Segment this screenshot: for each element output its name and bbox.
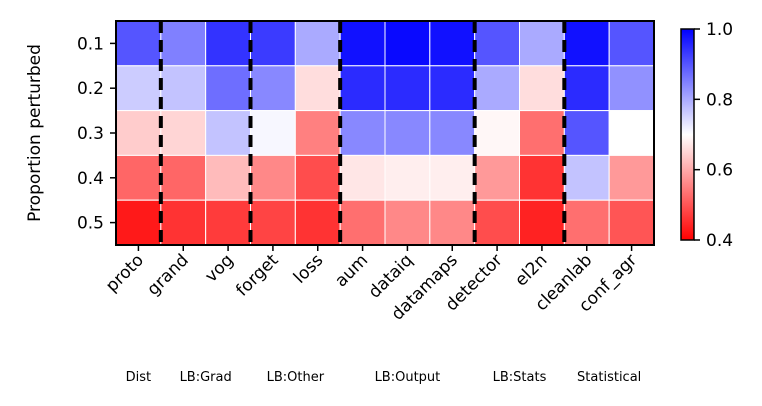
heatmap-cell	[384, 65, 431, 112]
heatmap-cell	[294, 110, 341, 156]
group-label: Dist	[126, 370, 152, 385]
group-label: Statistical	[577, 370, 641, 385]
heatmap-cell	[294, 154, 341, 201]
heatmap-cell	[250, 199, 296, 246]
heatmap-cell	[250, 20, 296, 67]
heatmap-cell	[115, 110, 162, 156]
x-tick-label: proto	[102, 250, 148, 296]
heatmap-cell	[250, 65, 296, 112]
heatmap-cell	[115, 20, 162, 67]
heatmap-cell	[384, 154, 431, 201]
heatmap-cell	[519, 65, 565, 112]
heatmap-cell	[429, 154, 476, 201]
heatmap-cell	[115, 65, 162, 112]
heatmap-cell	[115, 199, 162, 246]
y-tick-label: 0.2	[77, 79, 104, 99]
heatmap-cell	[160, 110, 207, 156]
heatmap-cell	[563, 110, 610, 156]
heatmap-cells	[115, 20, 655, 246]
heatmap-cell	[519, 199, 565, 246]
heatmap-cell	[563, 65, 610, 112]
group-labels: Dist LB:Grad LB:Other LB:Output LB:Stats Stat…	[126, 370, 642, 385]
heatmap-cell	[384, 20, 431, 67]
heatmap-cell	[160, 154, 207, 201]
heatmap-cell	[205, 65, 252, 112]
heatmap-cell	[608, 199, 655, 246]
heatmap-cell	[429, 199, 476, 246]
heatmap-cell	[519, 110, 565, 156]
group-label: LB:Other	[267, 370, 325, 385]
heatmap-cell	[608, 154, 655, 201]
x-tick-label: forget	[232, 250, 282, 300]
heatmap-cell	[519, 154, 565, 201]
heatmap-cell	[205, 20, 252, 67]
y-tick-label: 0.1	[77, 34, 104, 54]
heatmap-cell	[339, 110, 386, 156]
heatmap-cell	[384, 110, 431, 156]
x-tick-label: aum	[331, 250, 372, 291]
x-tick-label: loss	[290, 250, 327, 287]
heatmap-cell	[160, 199, 207, 246]
heatmap-cell	[429, 110, 476, 156]
heatmap-cell	[294, 65, 341, 112]
heatmap-cell	[474, 154, 520, 201]
heatmap-cell	[429, 65, 476, 112]
y-tick-label: 0.4	[77, 169, 104, 189]
heatmap-cell	[115, 154, 162, 201]
heatmap-cell	[339, 65, 386, 112]
heatmap-cell	[474, 65, 520, 112]
colorbar-tick-label: 0.4	[706, 231, 733, 251]
heatmap-cell	[294, 199, 341, 246]
y-tick-label: 0.5	[77, 214, 104, 234]
colorbar-gradient	[680, 28, 695, 241]
colorbar-tick-label: 1.0	[706, 20, 733, 40]
heatmap-cell	[384, 199, 431, 246]
colorbar-tick-label: 0.6	[706, 161, 733, 181]
heatmap-cell	[339, 20, 386, 67]
colorbar-tick-label: 0.8	[706, 90, 733, 110]
heatmap-cell	[474, 199, 520, 246]
heatmap-cell	[429, 20, 476, 67]
heatmap-cell	[294, 20, 341, 67]
heatmap-cell	[608, 65, 655, 112]
colorbar: 0.4 0.6 0.8 1.0	[680, 20, 733, 251]
heatmap-cell	[205, 154, 252, 201]
heatmap-cell	[160, 20, 207, 67]
group-label: LB:Stats	[493, 370, 547, 385]
y-tick-label: 0.3	[77, 124, 104, 144]
heatmap-cell	[250, 110, 296, 156]
heatmap-cell	[608, 110, 655, 156]
heatmap-cell	[339, 154, 386, 201]
heatmap-cell	[474, 110, 520, 156]
heatmap-cell	[563, 199, 610, 246]
x-tick-label: vog	[201, 250, 237, 286]
heatmap-cell	[474, 20, 520, 67]
heatmap-cell	[608, 20, 655, 67]
heatmap-cell	[205, 199, 252, 246]
y-axis: 0.1 0.2 0.3 0.4 0.5	[77, 34, 116, 234]
heatmap-cell	[519, 20, 565, 67]
heatmap-cell	[250, 154, 296, 201]
x-tick-label: grand	[143, 250, 192, 299]
heatmap-cell	[339, 199, 386, 246]
heatmap-cell	[160, 65, 207, 112]
group-label: LB:Output	[375, 370, 441, 385]
heatmap-cell	[563, 154, 610, 201]
y-axis-label: Proportion perturbed	[25, 44, 45, 222]
x-tick-label: el2n	[511, 250, 551, 290]
heatmap-cell	[563, 20, 610, 67]
heatmap-cell	[205, 110, 252, 156]
group-label: LB:Grad	[180, 370, 232, 385]
